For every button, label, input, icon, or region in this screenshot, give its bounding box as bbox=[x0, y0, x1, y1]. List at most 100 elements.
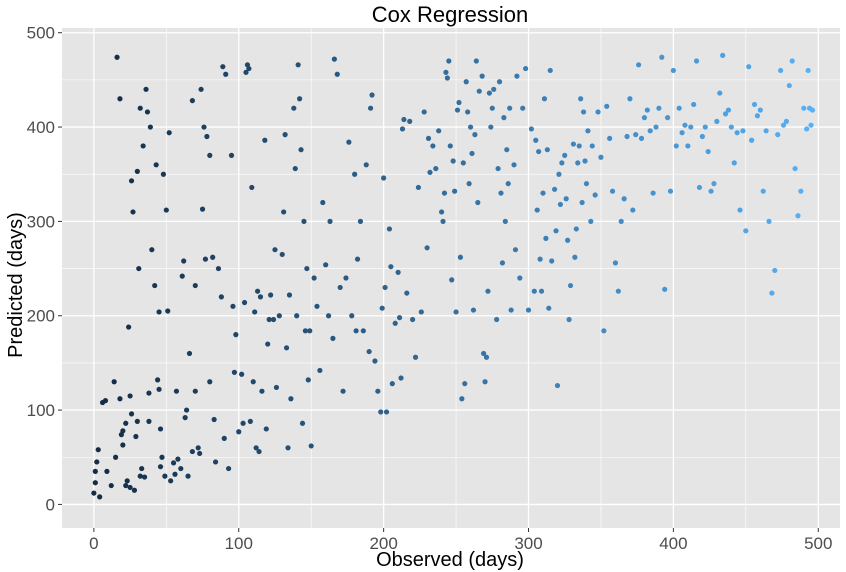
data-point bbox=[457, 254, 464, 260]
data-point bbox=[317, 367, 323, 374]
data-point bbox=[354, 256, 361, 262]
data-point bbox=[538, 288, 545, 294]
data-point bbox=[679, 130, 685, 136]
data-point bbox=[682, 122, 688, 128]
data-point bbox=[286, 292, 293, 298]
data-point bbox=[379, 305, 385, 311]
data-point bbox=[257, 294, 264, 300]
data-point bbox=[809, 107, 816, 113]
data-point bbox=[120, 428, 126, 434]
data-point bbox=[470, 307, 477, 313]
data-point bbox=[720, 52, 726, 58]
data-point bbox=[454, 107, 461, 113]
data-point bbox=[128, 178, 135, 184]
data-point bbox=[615, 288, 621, 294]
x-tick-label: 200 bbox=[369, 534, 397, 553]
data-point bbox=[91, 490, 97, 496]
data-point bbox=[210, 254, 216, 260]
data-point bbox=[662, 286, 668, 292]
data-point bbox=[199, 206, 206, 212]
data-point bbox=[604, 103, 610, 109]
data-point bbox=[262, 137, 268, 143]
data-point bbox=[441, 190, 448, 196]
data-point bbox=[123, 420, 129, 426]
data-point bbox=[543, 235, 549, 241]
chart-title: Cox Regression bbox=[372, 2, 529, 27]
data-point bbox=[230, 303, 236, 309]
data-point bbox=[585, 128, 591, 134]
data-point bbox=[482, 379, 488, 385]
data-point bbox=[102, 398, 109, 404]
data-point bbox=[185, 473, 191, 479]
data-point bbox=[108, 482, 114, 489]
data-point bbox=[499, 260, 506, 266]
data-point bbox=[573, 226, 579, 232]
data-point bbox=[644, 107, 650, 113]
data-point bbox=[511, 162, 517, 168]
data-point bbox=[285, 445, 291, 451]
data-point bbox=[221, 435, 227, 441]
data-point bbox=[131, 487, 138, 493]
data-point bbox=[438, 209, 445, 215]
data-point bbox=[353, 328, 359, 334]
data-point bbox=[386, 226, 393, 232]
data-point bbox=[202, 256, 209, 262]
data-point bbox=[436, 128, 442, 134]
data-point bbox=[156, 309, 162, 315]
data-point bbox=[153, 162, 159, 168]
data-point bbox=[466, 181, 472, 187]
data-point bbox=[363, 162, 369, 168]
data-point bbox=[618, 218, 624, 224]
data-point bbox=[307, 328, 313, 334]
x-tick-label: 300 bbox=[514, 534, 542, 553]
data-point bbox=[486, 90, 492, 96]
data-point bbox=[302, 328, 308, 334]
data-point bbox=[331, 56, 337, 62]
data-point bbox=[746, 64, 752, 70]
data-point bbox=[541, 96, 548, 102]
data-point bbox=[223, 71, 229, 77]
data-point bbox=[162, 473, 168, 479]
data-point bbox=[804, 126, 810, 132]
data-point bbox=[760, 188, 766, 194]
data-point bbox=[808, 122, 814, 128]
data-point bbox=[114, 54, 120, 60]
data-point bbox=[92, 468, 98, 474]
data-point bbox=[792, 165, 798, 172]
data-point bbox=[418, 309, 424, 315]
data-point bbox=[421, 109, 427, 115]
data-point bbox=[215, 265, 222, 272]
data-point bbox=[512, 247, 519, 253]
data-point bbox=[517, 275, 523, 281]
data-point bbox=[479, 73, 485, 79]
data-point bbox=[488, 124, 494, 130]
data-point bbox=[139, 465, 145, 472]
data-point bbox=[160, 171, 167, 177]
data-point bbox=[714, 118, 720, 124]
data-point bbox=[165, 308, 171, 314]
data-point bbox=[633, 132, 639, 138]
data-point bbox=[366, 348, 372, 355]
data-point bbox=[392, 320, 398, 326]
data-point bbox=[268, 292, 274, 298]
y-tick-label: 0 bbox=[46, 495, 55, 514]
data-point bbox=[259, 388, 265, 394]
data-point bbox=[801, 105, 807, 111]
data-point bbox=[533, 137, 539, 143]
data-point bbox=[567, 282, 574, 289]
data-point bbox=[240, 420, 246, 426]
data-point bbox=[186, 350, 193, 357]
data-point bbox=[266, 316, 272, 323]
data-point bbox=[491, 86, 497, 92]
data-point bbox=[170, 460, 177, 466]
data-point bbox=[97, 494, 103, 500]
data-point bbox=[563, 196, 569, 202]
data-point bbox=[595, 109, 601, 115]
data-point bbox=[798, 188, 804, 194]
data-point bbox=[705, 148, 711, 155]
data-point bbox=[304, 265, 310, 272]
data-point bbox=[314, 303, 320, 309]
data-point bbox=[562, 152, 568, 158]
data-point bbox=[673, 143, 679, 149]
data-point bbox=[111, 379, 117, 385]
